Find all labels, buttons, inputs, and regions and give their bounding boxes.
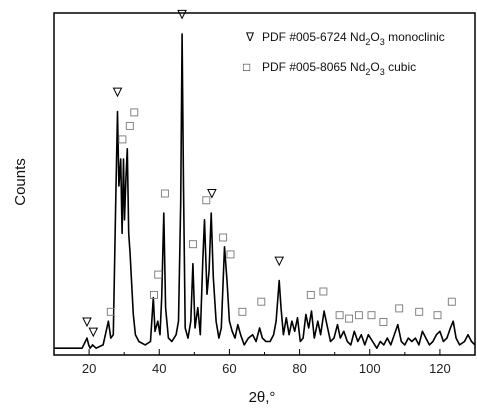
legend-label-cubic-sub: 2 — [365, 67, 370, 77]
x-tick-label-120: 120 — [429, 361, 451, 376]
cubic-marker-10 — [226, 250, 235, 259]
cubic-marker-15 — [335, 311, 344, 320]
cubic-marker-3 — [130, 108, 139, 117]
monoclinic-marker-3 — [177, 9, 187, 20]
cubic-marker-12 — [257, 297, 266, 306]
cubic-marker-18 — [367, 311, 376, 320]
legend-label-cubic-sub2: 3 — [380, 67, 385, 77]
legend-label-monoclinic-sub2: 3 — [380, 37, 385, 47]
cubic-marker-6 — [160, 189, 169, 198]
cubic-marker-21 — [415, 307, 424, 316]
cubic-marker-20 — [395, 304, 404, 313]
cubic-marker-1 — [118, 135, 127, 144]
cubic-marker-9 — [219, 233, 228, 242]
legend-label-monoclinic-main: PDF #005-6724 Nd — [262, 30, 365, 44]
x-tick-label-100: 100 — [359, 361, 381, 376]
cubic-marker-16 — [345, 314, 354, 323]
legend-label-cubic-suffix: cubic — [385, 60, 416, 74]
cubic-marker-22 — [433, 311, 442, 320]
x-tick-label-40: 40 — [152, 361, 166, 376]
legend: ∇ PDF #005-6724 Nd2O3 monoclinic □ PDF #… — [243, 30, 445, 77]
legend-marker-monoclinic: ∇ — [245, 30, 255, 44]
x-axis: 20 40 60 80 100 120 — [53, 349, 476, 376]
monoclinic-marker-5 — [274, 256, 285, 267]
series-line-pattern — [54, 33, 476, 350]
cubic-marker-5 — [154, 270, 163, 279]
x-axis-title: 2θ,° — [249, 389, 276, 406]
legend-label-cubic-o: O — [370, 60, 379, 74]
cubic-marker-4 — [150, 290, 158, 299]
x-tick-label-60: 60 — [222, 361, 236, 376]
cubic-marker-group — [106, 108, 456, 326]
cubic-marker-11 — [238, 307, 247, 316]
monoclinic-marker-4 — [207, 189, 217, 199]
y-axis-title: Counts — [12, 158, 29, 206]
cubic-marker-7 — [188, 240, 197, 249]
legend-label-cubic: PDF #005-8065 Nd2O3 cubic — [262, 60, 416, 77]
x-tick-label-20: 20 — [82, 361, 96, 376]
monoclinic-marker-2 — [112, 87, 123, 98]
legend-label-monoclinic-suffix: monoclinic — [385, 30, 445, 44]
cubic-marker-8 — [202, 196, 211, 205]
cubic-marker-2 — [125, 121, 134, 130]
legend-label-monoclinic-o: O — [370, 30, 379, 44]
monoclinic-marker-group — [82, 9, 285, 338]
monoclinic-marker-1 — [88, 327, 99, 338]
cubic-marker-14 — [319, 287, 328, 296]
monoclinic-marker-0 — [82, 317, 92, 328]
cubic-marker-19 — [379, 318, 388, 326]
legend-label-monoclinic-sub: 2 — [365, 37, 370, 47]
legend-label-cubic-main: PDF #005-8065 Nd — [262, 60, 365, 74]
cubic-marker-23 — [447, 297, 456, 306]
x-tick-label-80: 80 — [292, 361, 306, 376]
cubic-marker-0 — [106, 307, 115, 316]
legend-marker-cubic: □ — [243, 60, 250, 74]
legend-label-monoclinic: PDF #005-6724 Nd2O3 monoclinic — [262, 30, 445, 47]
cubic-marker-13 — [306, 290, 315, 299]
cubic-marker-17 — [354, 311, 363, 320]
